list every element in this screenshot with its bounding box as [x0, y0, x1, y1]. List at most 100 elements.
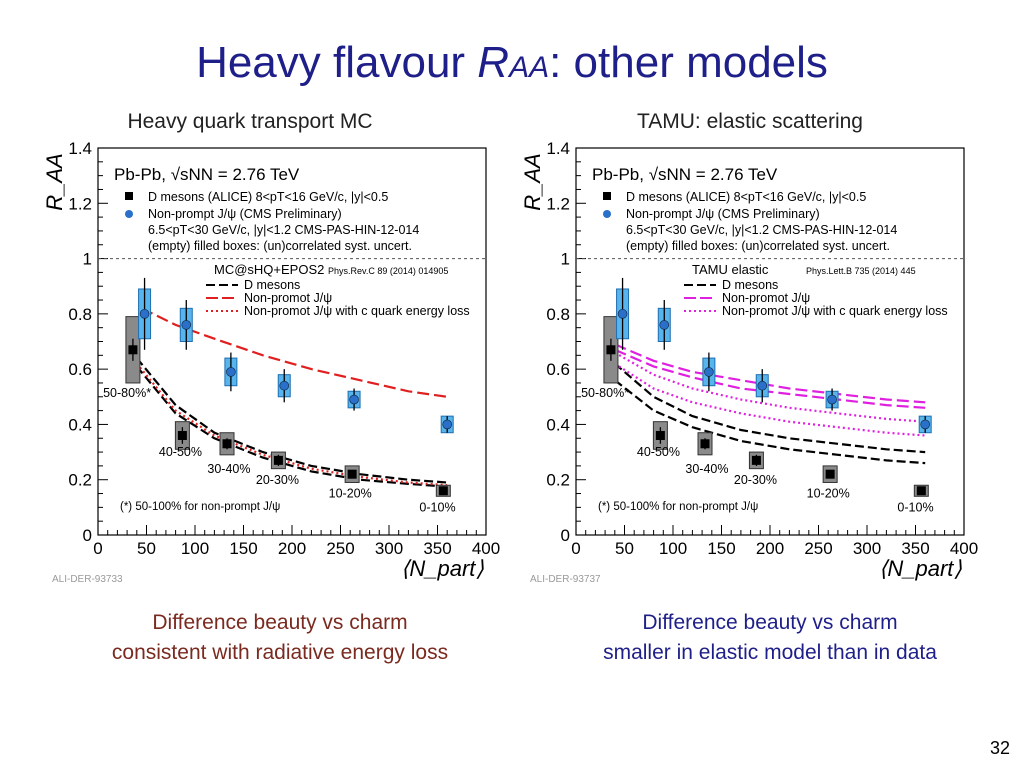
d-meson-point: [222, 439, 232, 449]
y-tick-label: 1.2: [68, 194, 92, 213]
model-curve: [614, 362, 926, 437]
nonprompt-point: [181, 320, 192, 330]
y-tick-label: 1.4: [546, 139, 570, 158]
x-tick-label: 150: [229, 539, 257, 558]
centrality-label: 30-40%: [207, 462, 250, 476]
subtitle-left: Heavy quark transport MC: [127, 110, 373, 133]
centrality-label: 40-50%: [637, 445, 680, 459]
note-left: Difference beauty vs charm consistent wi…: [50, 608, 510, 668]
legend-data-entry: 6.5<pT<30 GeV/c, |y|<1.2 CMS-PAS-HIN-12-…: [148, 223, 419, 237]
nonprompt-point: [442, 419, 453, 430]
x-tick-label: 350: [423, 539, 451, 558]
legend-data-entry: Non-prompt J/ψ (CMS Preliminary): [148, 207, 342, 221]
footnote: (*) 50-100% for non-prompt J/ψ: [120, 501, 280, 513]
nonprompt-point: [226, 367, 236, 377]
legend-data-entry: 6.5<pT<30 GeV/c, |y|<1.2 CMS-PAS-HIN-12-…: [626, 223, 897, 237]
nonprompt-point: [279, 380, 290, 391]
model-name: MC@sHQ+EPOS2: [214, 262, 324, 277]
y-tick-label: 0.2: [546, 471, 570, 490]
legend-model-entry: Non-promot J/ψ with c quark energy loss: [722, 304, 948, 318]
centrality-label: 50-80%*: [581, 386, 629, 400]
model-curve: [614, 348, 926, 409]
y-tick-label: 0.6: [546, 360, 570, 379]
x-tick-label: 400: [950, 539, 978, 558]
y-tick-label: 1.2: [546, 194, 570, 213]
y-tick-label: 0: [561, 526, 570, 545]
footnote: (*) 50-100% for non-prompt J/ψ: [598, 501, 758, 513]
model-curve: [614, 362, 926, 454]
legend-model-entry: D mesons: [722, 278, 778, 292]
d-meson-point: [751, 455, 761, 465]
x-tick-label: 350: [901, 539, 929, 558]
centrality-label: 20-30%: [734, 473, 777, 487]
legend-marker-nonprompt: [125, 210, 133, 218]
centrality-label: 30-40%: [685, 462, 728, 476]
d-meson-point: [655, 430, 665, 440]
y-tick-label: 1.4: [68, 139, 92, 158]
x-tick-label: 100: [181, 539, 209, 558]
y-tick-label: 1: [83, 250, 92, 269]
x-tick-label: 250: [326, 539, 354, 558]
subtitle-right: TAMU: elastic scattering: [636, 110, 863, 133]
legend-marker-nonprompt: [603, 210, 611, 218]
x-tick-label: 50: [137, 539, 156, 558]
note-right-line2: smaller in elastic model than in data: [603, 641, 937, 664]
legend-data-entry: D mesons (ALICE) 8<pT<16 GeV/c, |y|<0.5: [148, 190, 388, 204]
x-tick-label: 50: [615, 539, 634, 558]
centrality-label: 0-10%: [897, 501, 933, 515]
d-meson-point: [700, 439, 710, 449]
legend-model-entry: D mesons: [244, 278, 300, 292]
y-tick-label: 0.4: [68, 415, 92, 434]
centrality-label: 20-30%: [256, 473, 299, 487]
x-tick-label: 150: [707, 539, 735, 558]
nonprompt-point: [349, 394, 359, 405]
nonprompt-point: [659, 320, 670, 330]
nonprompt-point: [920, 419, 931, 430]
x-tick-label: 200: [278, 539, 306, 558]
title-rest: : other models: [549, 38, 828, 87]
y-tick-label: 0.8: [68, 305, 92, 324]
centrality-label: 50-80%*: [103, 386, 151, 400]
y-tick-label: 0.6: [68, 360, 92, 379]
x-tick-label: 100: [659, 539, 687, 558]
legend-model-entry: Non-promot J/ψ: [722, 291, 810, 305]
legend-model-entry: Non-promot J/ψ with c quark energy loss: [244, 304, 470, 318]
model-curve: [135, 357, 448, 484]
d-meson-point: [438, 486, 448, 496]
page-number: 32: [989, 738, 1010, 758]
title-main: Heavy flavour: [196, 38, 478, 87]
model-curve: [614, 343, 926, 404]
nonprompt-point: [827, 394, 837, 405]
centrality-label: 10-20%: [329, 487, 372, 501]
x-axis-label: ⟨N_part⟩: [401, 556, 485, 581]
note-right: Difference beauty vs charm smaller in el…: [540, 608, 1000, 668]
y-axis-label: R_AA: [520, 153, 545, 210]
y-tick-label: 0.8: [546, 305, 570, 324]
x-tick-label: 0: [93, 539, 102, 558]
x-tick-label: 200: [756, 539, 784, 558]
legend-model-entry: Non-promot J/ψ: [244, 291, 332, 305]
chart-header: Pb-Pb, √sNN = 2.76 TeV: [592, 165, 778, 184]
watermark: ALI-DER-93733: [52, 574, 123, 585]
legend-marker-d-mesons: [125, 192, 133, 200]
x-tick-label: 300: [853, 539, 881, 558]
x-tick-label: 400: [472, 539, 500, 558]
nonprompt-point: [139, 309, 150, 319]
centrality-label: 40-50%: [159, 445, 202, 459]
d-meson-point: [177, 430, 187, 440]
model-reference: Phys.Rev.C 89 (2014) 014905: [328, 266, 448, 276]
y-tick-label: 0: [83, 526, 92, 545]
note-left-line2: consistent with radiative energy loss: [111, 641, 449, 664]
x-tick-label: 0: [571, 539, 580, 558]
chart-right: 0 50 100 150 200 250 300 350 400 0 0.2 0.4 0.6 0.8 1 1.…: [520, 139, 978, 585]
y-tick-label: 1: [561, 250, 570, 269]
x-tick-label: 300: [375, 539, 403, 558]
title-r: R: [477, 38, 510, 87]
legend-data-entry: Non-prompt J/ψ (CMS Preliminary): [626, 207, 820, 221]
y-tick-label: 0.2: [68, 471, 92, 490]
legend-data-entry: (empty) filled boxes: (un)correlated sys…: [148, 239, 412, 253]
legend-data-entry: D mesons (ALICE) 8<pT<16 GeV/c, |y|<0.5: [626, 190, 866, 204]
model-reference: Phys.Lett.B 735 (2014) 445: [806, 266, 916, 276]
title-sub: AA: [509, 51, 550, 84]
d-meson-point: [273, 455, 283, 465]
